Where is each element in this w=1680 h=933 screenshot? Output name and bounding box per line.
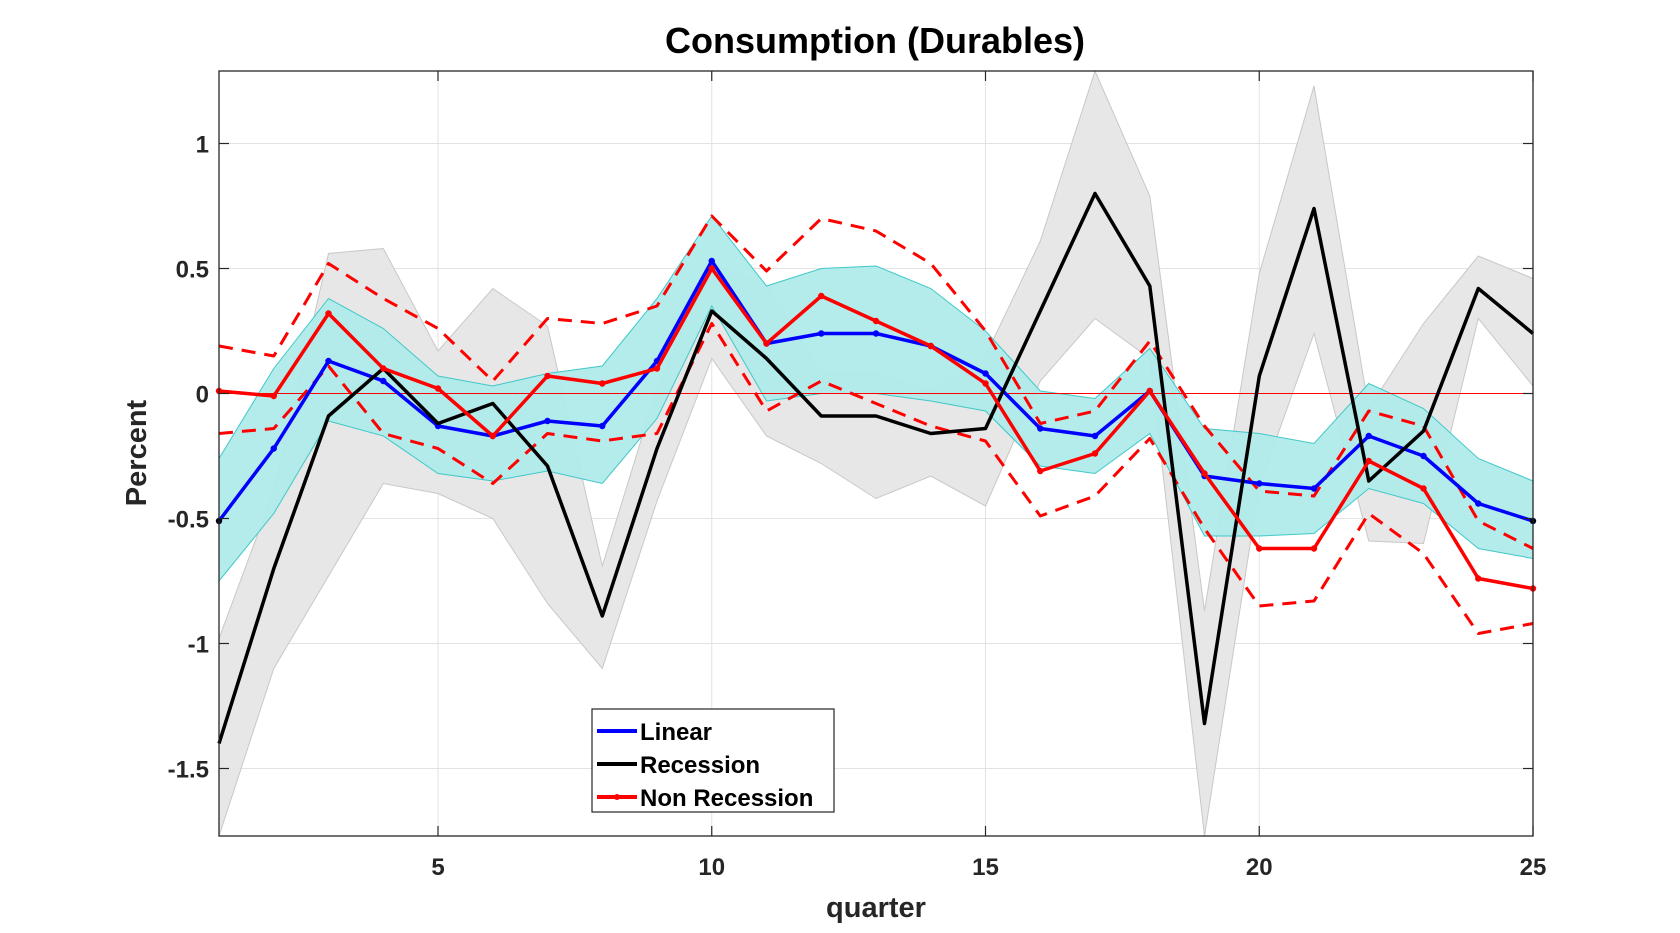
non-recession-point — [544, 372, 551, 380]
linear-point — [1310, 485, 1318, 492]
non-recession-upper-bound — [218, 214, 1534, 550]
plot-frame — [218, 70, 1534, 837]
non-recession-point — [763, 340, 770, 347]
linear-point — [1091, 432, 1099, 440]
y-tick-label: -1.5 — [168, 757, 209, 784]
y-tick-label: -1 — [188, 632, 209, 659]
non-recession-point — [380, 365, 387, 372]
non-recession-point — [927, 342, 934, 350]
linear-point — [708, 257, 715, 265]
non-recession-point — [434, 385, 442, 392]
legend-label-linear: Linear — [640, 719, 712, 746]
linear-point — [270, 445, 277, 452]
non-recession-point — [818, 292, 825, 300]
chart-title: Consumption (Durables) — [665, 20, 1085, 61]
non-recession-lower-bound — [218, 322, 1534, 635]
linear-point — [599, 422, 606, 430]
linear-point — [1420, 452, 1427, 460]
non-recession-point — [325, 310, 332, 317]
linear-point — [872, 330, 880, 337]
non-recession-point — [1475, 575, 1482, 582]
linear-point — [544, 417, 551, 425]
y-tick-label: -0.5 — [168, 507, 209, 534]
non-recession-point — [599, 380, 606, 387]
axis-ticks: 5 10 15 20 25 -1.5 -1 -0.5 0 0.5 1 — [168, 71, 1547, 881]
non-recession-point — [1201, 470, 1208, 477]
recession-line — [217, 191, 1535, 745]
linear-point — [380, 377, 387, 385]
legend-marker-non-recession — [614, 794, 620, 800]
non-recession-point — [1420, 485, 1427, 492]
non-recession-point — [1091, 450, 1099, 457]
non-recession-point — [1037, 467, 1044, 475]
linear-point — [1256, 480, 1263, 487]
y-axis-label: Percent — [121, 399, 153, 506]
non-recession-point — [1310, 545, 1318, 552]
legend[interactable]: Linear Recession Non Recession — [591, 708, 835, 813]
non-recession-point — [872, 317, 880, 325]
x-tick-label: 15 — [972, 854, 999, 881]
x-tick-label: 20 — [1246, 854, 1273, 881]
x-axis-label: quarter — [826, 892, 926, 924]
x-tick-label: 25 — [1520, 854, 1547, 881]
x-tick-label: 10 — [698, 854, 725, 881]
linear-point — [1475, 500, 1482, 507]
y-tick-label: 0 — [196, 382, 209, 409]
x-tick-label: 5 — [431, 854, 444, 881]
non-recession-point — [1146, 387, 1153, 395]
non-recession-point — [1365, 457, 1372, 465]
y-tick-label: 0.5 — [176, 257, 209, 284]
non-recession-point — [1256, 545, 1263, 552]
non-recession-point — [708, 265, 715, 272]
linear-point — [982, 370, 989, 377]
series-lines — [215, 191, 1537, 745]
non-recession-point — [489, 432, 496, 440]
linear-point — [818, 330, 825, 337]
legend-label-non-recession: Non Recession — [640, 785, 813, 812]
non-recession-point — [982, 380, 989, 387]
legend-label-recession: Recession — [640, 752, 760, 779]
legend-box — [591, 708, 835, 813]
linear-point — [1365, 432, 1372, 440]
y-tick-label: 1 — [196, 132, 209, 159]
non-recession-point — [270, 392, 277, 400]
linear-point — [1037, 425, 1044, 432]
non-recession-point — [653, 365, 661, 372]
linear-point — [325, 357, 332, 365]
